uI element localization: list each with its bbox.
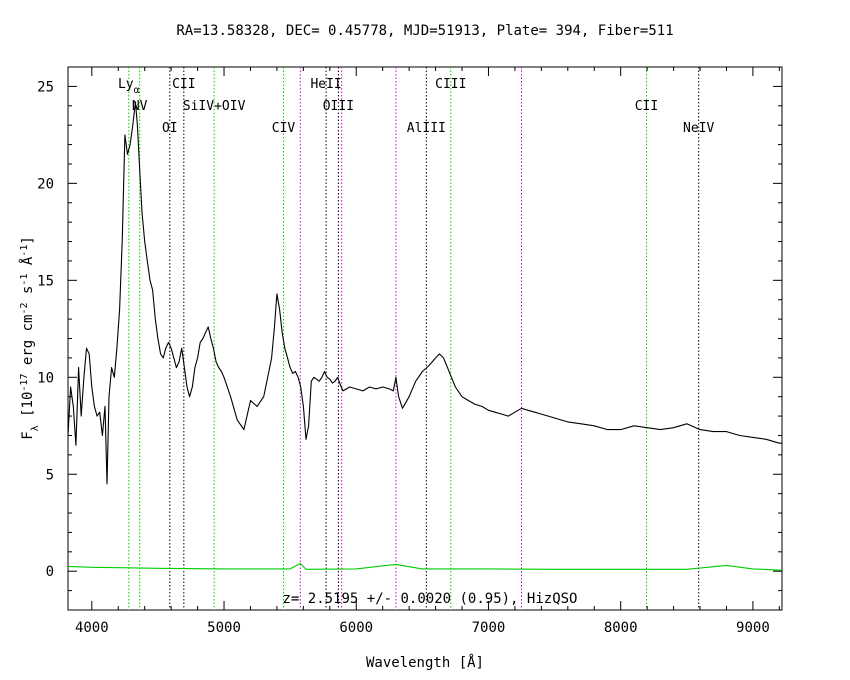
x-tick-label: 5000 (207, 620, 241, 636)
emission-line-label: HeII (310, 77, 341, 92)
x-axis-label: Wavelength [Å] (366, 654, 484, 671)
y-tick-label: 25 (37, 79, 54, 95)
flux-series-line (67, 101, 782, 485)
y-tick-label: 0 (46, 564, 54, 580)
emission-line-label: OI (162, 121, 178, 136)
emission-line-label: CIV (272, 121, 296, 136)
emission-line-label: Lyα (118, 77, 140, 96)
emission-line-label: CII (635, 99, 658, 114)
emission-line-label: OIII (323, 99, 354, 114)
y-tick-label: 5 (46, 467, 54, 483)
error-series-line (67, 562, 783, 571)
emission-line-label: SiIV+OIV (183, 99, 246, 114)
y-tick-label: 20 (37, 176, 54, 192)
x-tick-label: 4000 (75, 620, 109, 636)
emission-line-label: CII (172, 77, 195, 92)
x-tick-label: 7000 (472, 620, 506, 636)
sky-line-markers (299, 67, 523, 610)
emission-line-label: NV (132, 99, 148, 114)
axis-ticks: 4000 5000 6000 7000 8000 9000 0 5 10 15 20 25 (37, 66, 782, 636)
chart-title: RA=13.58328, DEC= 0.45778, MJD=51913, Pl… (176, 23, 673, 39)
emission-line-markers (128, 67, 700, 610)
x-tick-label: 6000 (339, 620, 373, 636)
x-tick-label: 9000 (736, 620, 770, 636)
emission-line-label: CIII (435, 77, 466, 92)
plot-frame (67, 66, 783, 611)
spectrum-series (67, 101, 783, 571)
y-tick-label: 10 (37, 370, 54, 386)
redshift-annotation: z= 2.5195 +/- 0.0020 (0.95), HizQSO (282, 591, 577, 607)
emission-line-labels: Lyα NV OI CII SiIV+OIV CIV HeII OIII AlIII CIII CI… (118, 77, 715, 136)
y-axis-label: Fλ [10-17 erg cm-2 s-1 Å-1] (19, 236, 41, 440)
y-tick-label: 15 (37, 273, 54, 289)
emission-line-label: NeIV (683, 121, 714, 136)
emission-line-label: AlIII (407, 121, 446, 136)
x-tick-label: 8000 (604, 620, 638, 636)
